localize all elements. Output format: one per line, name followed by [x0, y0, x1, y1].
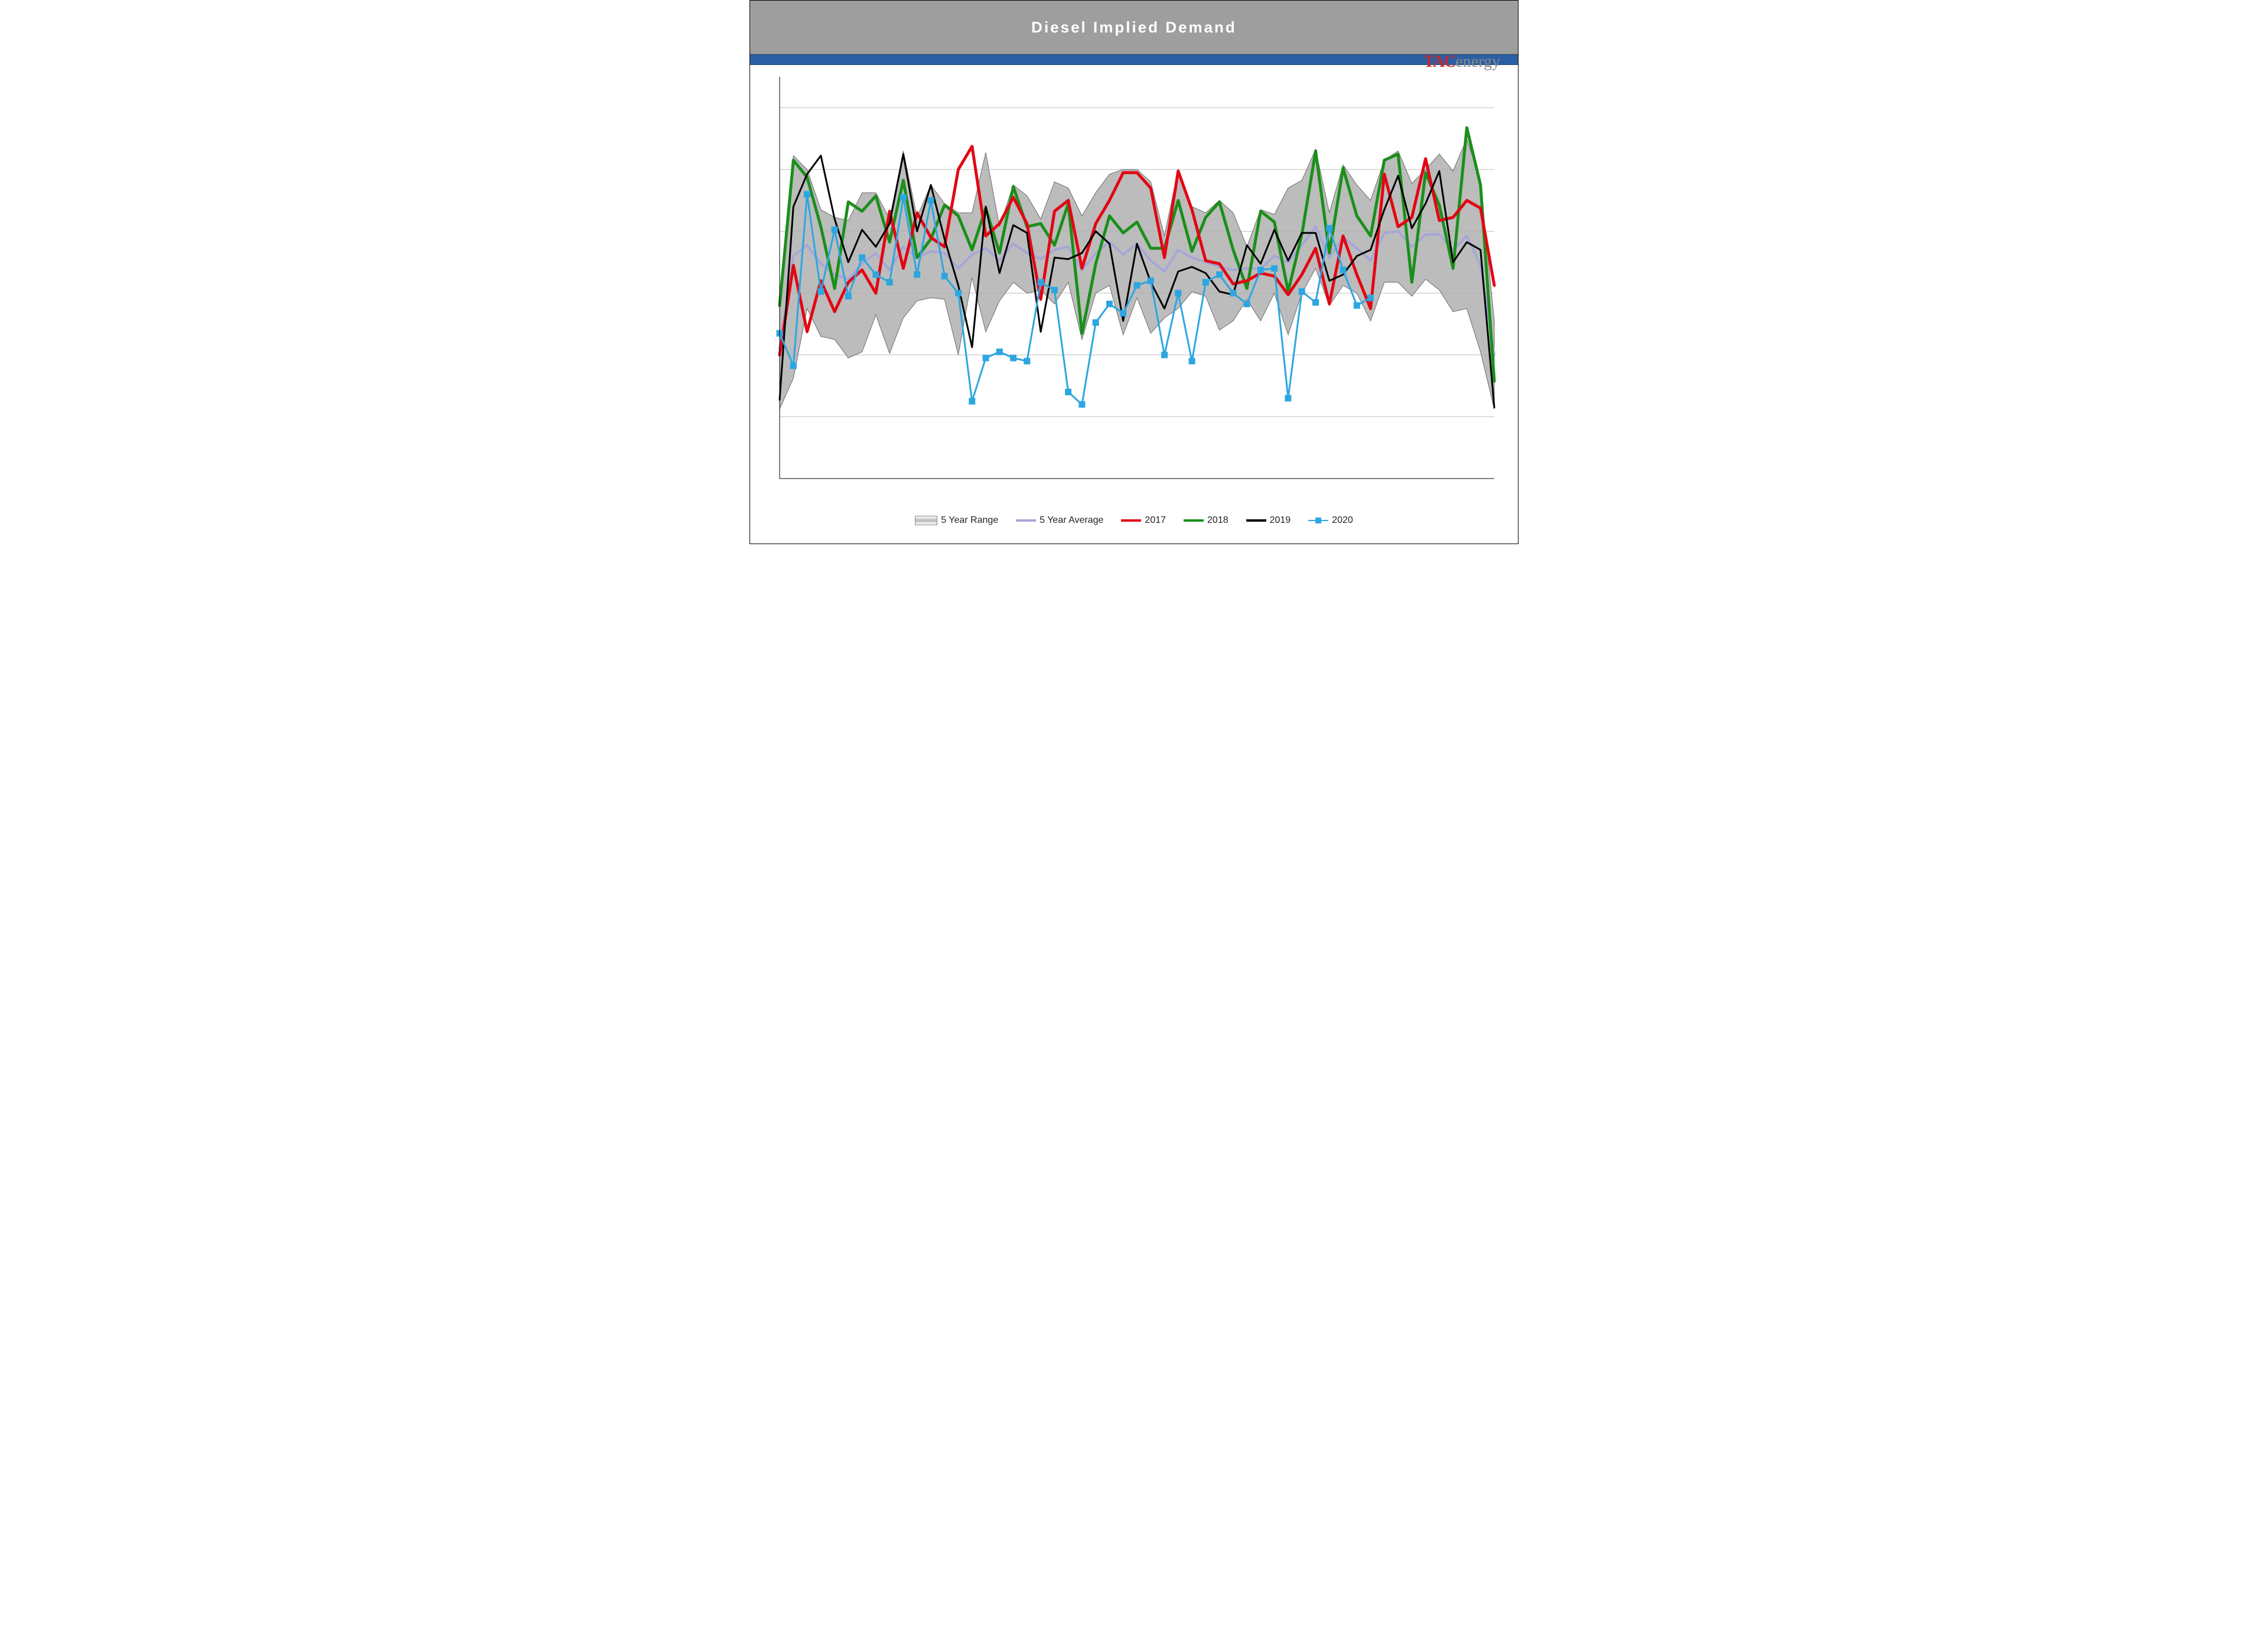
legend-label-2019: 2019: [1270, 515, 1291, 526]
legend-item-range: 5 Year Range: [915, 515, 998, 526]
legend-swatch-2018: [1184, 519, 1204, 522]
legend: 5 Year Range 5 Year Average 2017 2018 20…: [750, 515, 1518, 526]
chart-title: Diesel Implied Demand: [1031, 18, 1237, 37]
plot-area: 5 Year Range 5 Year Average 2017 2018 20…: [750, 65, 1518, 544]
legend-swatch-range: [915, 516, 937, 525]
legend-swatch-avg: [1016, 519, 1036, 522]
logo-tac: TAC: [1423, 53, 1455, 71]
legend-item-2017: 2017: [1121, 515, 1166, 526]
chart-frame: Diesel Implied Demand TACenergy 5 Year R…: [750, 0, 1518, 544]
legend-label-avg: 5 Year Average: [1040, 515, 1103, 526]
legend-swatch-2017: [1121, 519, 1141, 522]
legend-label-2017: 2017: [1145, 515, 1166, 526]
accent-bar: [750, 54, 1518, 65]
legend-label-2018: 2018: [1207, 515, 1228, 526]
title-bar: Diesel Implied Demand TACenergy: [750, 1, 1518, 54]
legend-swatch-2020: [1308, 516, 1328, 525]
line-chart: [762, 71, 1506, 520]
brand-logo: TACenergy: [1423, 53, 1500, 71]
legend-item-2018: 2018: [1184, 515, 1228, 526]
legend-label-range: 5 Year Range: [941, 515, 998, 526]
logo-energy: energy: [1455, 53, 1500, 71]
legend-item-2020: 2020: [1308, 515, 1353, 526]
legend-item-avg: 5 Year Average: [1016, 515, 1103, 526]
legend-swatch-2019: [1246, 519, 1266, 522]
legend-item-2019: 2019: [1246, 515, 1291, 526]
legend-label-2020: 2020: [1332, 515, 1353, 526]
